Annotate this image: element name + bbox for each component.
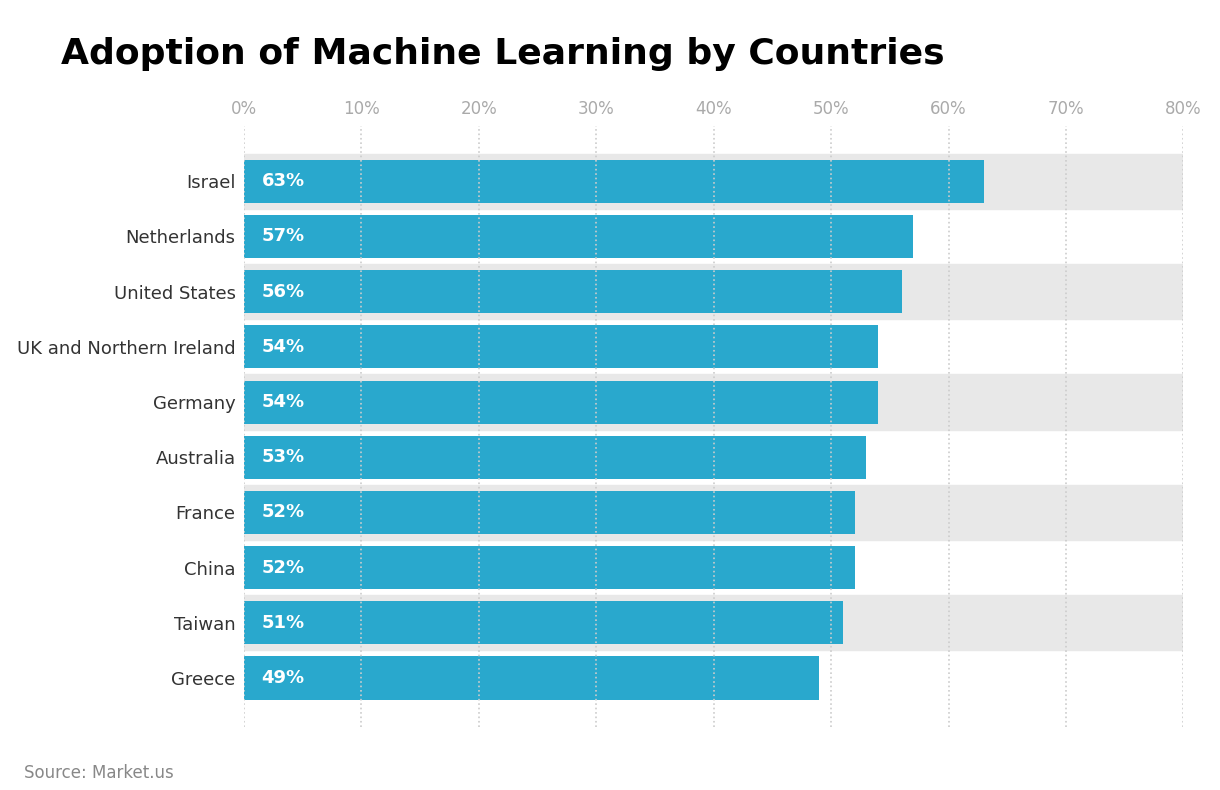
Bar <box>244 215 914 258</box>
Bar <box>244 656 820 699</box>
Bar <box>244 264 1183 319</box>
Text: 63%: 63% <box>261 172 305 190</box>
Bar <box>244 270 902 313</box>
Text: 52%: 52% <box>261 503 305 521</box>
Bar <box>244 381 878 423</box>
Text: Source: Market.us: Source: Market.us <box>24 764 174 782</box>
Bar <box>244 325 878 368</box>
Bar <box>244 491 854 534</box>
Text: 53%: 53% <box>261 448 305 466</box>
Text: 51%: 51% <box>261 614 305 632</box>
Bar <box>244 160 983 203</box>
Bar <box>244 436 866 479</box>
Text: 52%: 52% <box>261 559 305 577</box>
Bar <box>244 601 843 645</box>
Bar <box>244 546 854 589</box>
Bar <box>244 154 1183 209</box>
Text: Adoption of Machine Learning by Countries: Adoption of Machine Learning by Countrie… <box>61 37 944 71</box>
Bar <box>244 374 1183 430</box>
Bar <box>244 485 1183 540</box>
Bar <box>244 595 1183 650</box>
Text: 57%: 57% <box>261 228 305 246</box>
Text: 54%: 54% <box>261 338 305 356</box>
Text: 56%: 56% <box>261 283 305 301</box>
Text: 54%: 54% <box>261 393 305 411</box>
Text: 49%: 49% <box>261 669 305 687</box>
